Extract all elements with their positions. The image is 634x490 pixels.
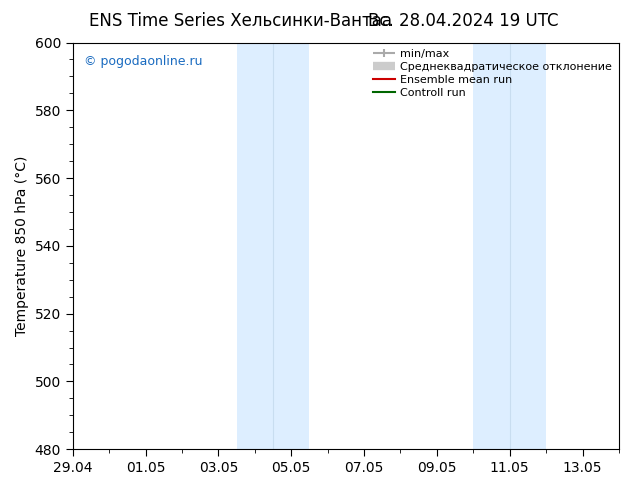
Bar [474,43,546,449]
Text: ENS Time Series Хельсинки-Вантаа: ENS Time Series Хельсинки-Вантаа [89,12,392,30]
Text: Вс. 28.04.2024 19 UTC: Вс. 28.04.2024 19 UTC [368,12,558,30]
Text: © pogodaonline.ru: © pogodaonline.ru [84,55,202,68]
Bar [236,43,309,449]
Legend: min/max, Среднеквадратическое отклонение, Ensemble mean run, Controll run: min/max, Среднеквадратическое отклонение… [368,45,617,102]
Y-axis label: Temperature 850 hPa (°C): Temperature 850 hPa (°C) [15,156,29,336]
